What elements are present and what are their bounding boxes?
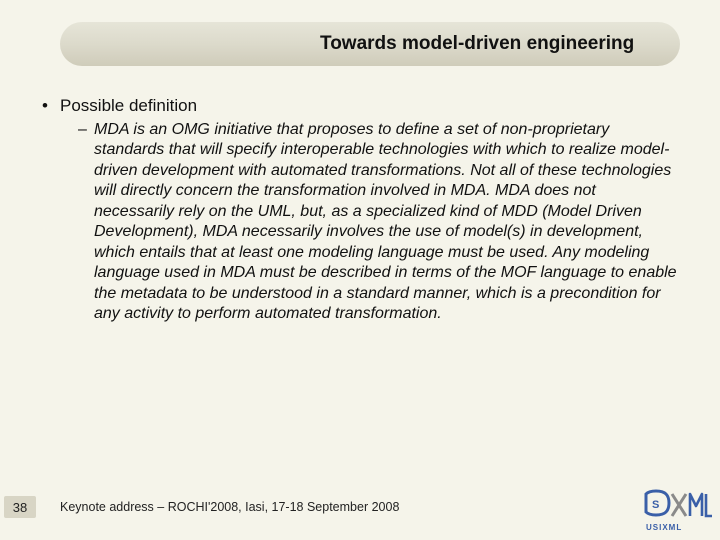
bullet-level-1: Possible definition (42, 96, 678, 116)
page-number-box: 38 (4, 496, 36, 518)
footer-text: Keynote address – ROCHI'2008, Iasi, 17-1… (60, 500, 399, 514)
usixml-logo-icon: S USIXML (640, 486, 712, 534)
page-number: 38 (13, 500, 27, 515)
svg-text:S: S (652, 499, 659, 511)
slide: Towards model-driven engineering Possibl… (0, 0, 720, 540)
bullet-level-2: MDA is an OMG initiative that proposes t… (42, 120, 678, 325)
slide-title: Towards model-driven engineering (320, 33, 634, 55)
title-bar: Towards model-driven engineering (60, 22, 680, 66)
svg-text:USIXML: USIXML (646, 523, 682, 532)
slide-body: Possible definition MDA is an OMG initia… (42, 96, 678, 325)
